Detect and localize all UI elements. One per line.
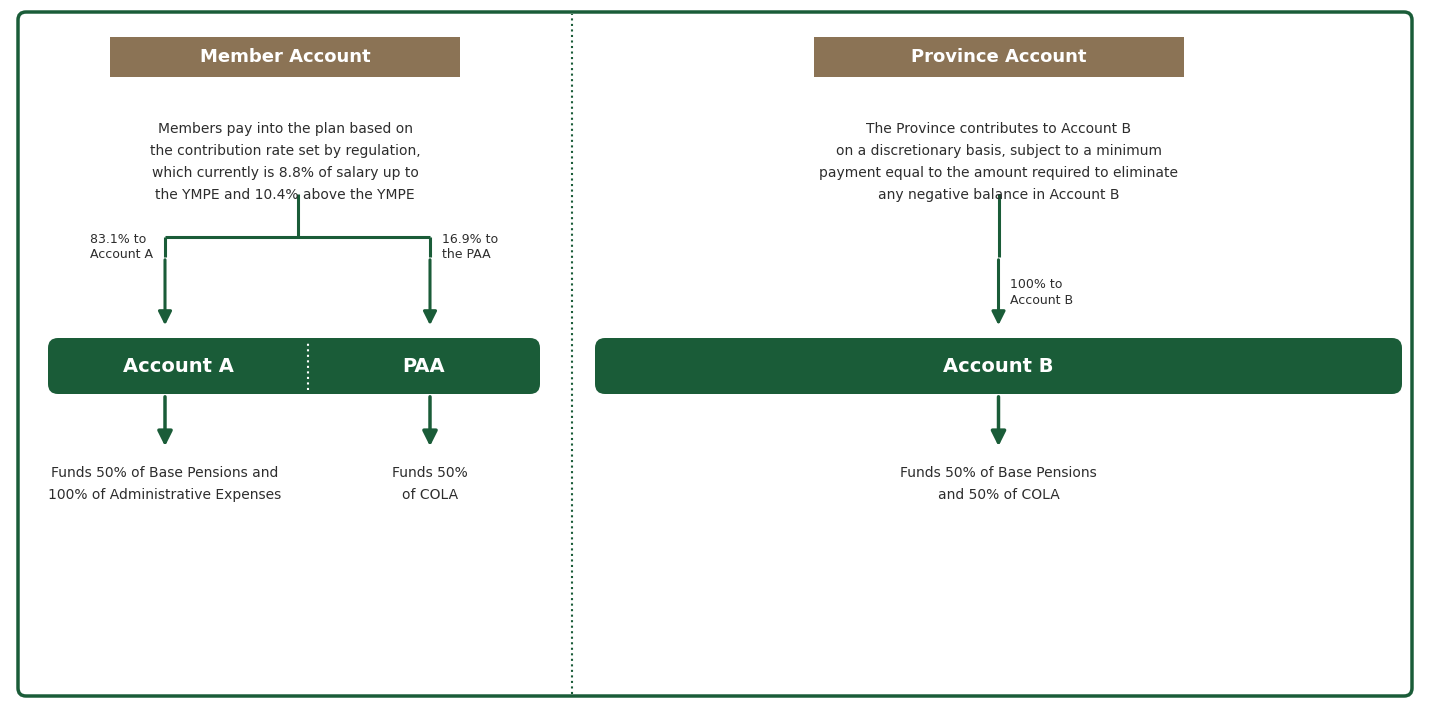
FancyBboxPatch shape — [814, 37, 1184, 77]
Text: Funds 50%
of COLA: Funds 50% of COLA — [392, 466, 468, 502]
FancyBboxPatch shape — [110, 37, 460, 77]
Text: Funds 50% of Base Pensions
and 50% of COLA: Funds 50% of Base Pensions and 50% of CO… — [899, 466, 1097, 502]
Text: 100% to
Account B: 100% to Account B — [1011, 278, 1074, 307]
FancyBboxPatch shape — [49, 338, 541, 394]
FancyBboxPatch shape — [19, 12, 1411, 696]
Text: Account A: Account A — [123, 357, 233, 375]
Text: Funds 50% of Base Pensions and
100% of Administrative Expenses: Funds 50% of Base Pensions and 100% of A… — [49, 466, 282, 502]
Text: Province Account: Province Account — [911, 48, 1087, 66]
Text: PAA: PAA — [403, 357, 445, 375]
Text: Account B: Account B — [944, 357, 1054, 375]
Text: Members pay into the plan based on
the contribution rate set by regulation,
whic: Members pay into the plan based on the c… — [150, 122, 420, 202]
Text: Member Account: Member Account — [200, 48, 370, 66]
FancyBboxPatch shape — [595, 338, 1401, 394]
Text: 83.1% to
Account A: 83.1% to Account A — [90, 233, 153, 261]
Text: 16.9% to
the PAA: 16.9% to the PAA — [442, 233, 498, 261]
Text: The Province contributes to Account B
on a discretionary basis, subject to a min: The Province contributes to Account B on… — [819, 122, 1178, 202]
